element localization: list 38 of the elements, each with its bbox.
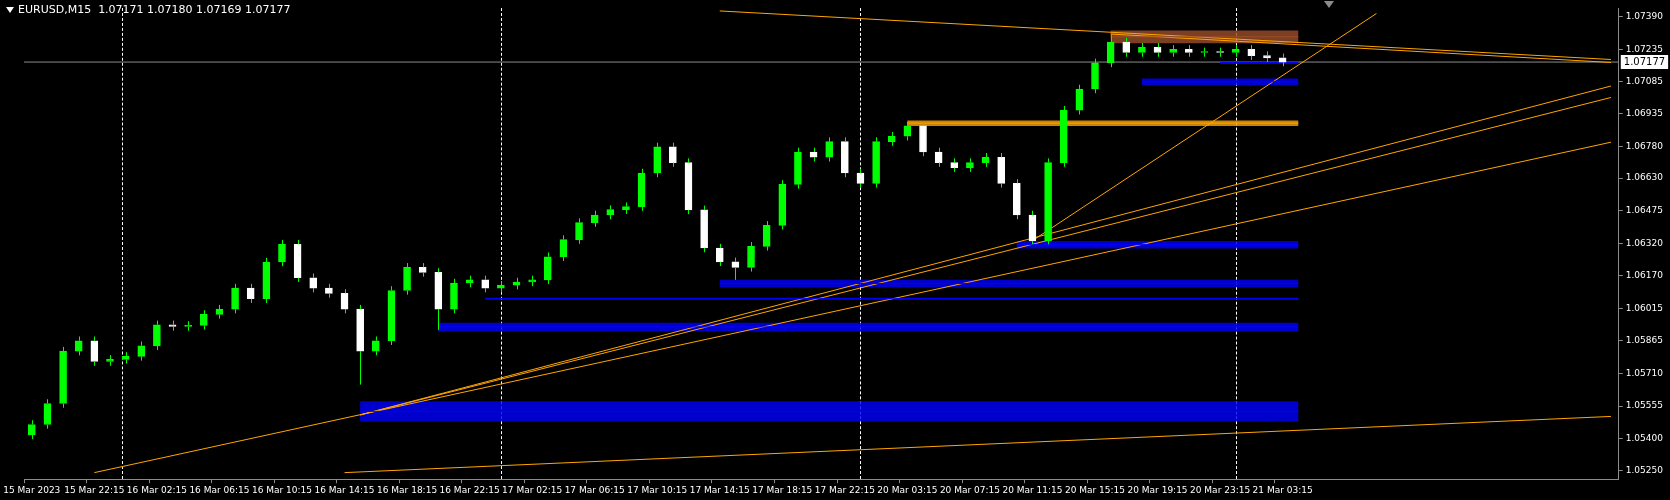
y-tick-label: 1.06780 <box>1625 140 1664 151</box>
x-tick-label: 17 Mar 18:15 <box>752 484 813 495</box>
y-tick-label: 1.07235 <box>1625 44 1663 55</box>
x-tick-label: 16 Mar 02:15 <box>126 484 187 495</box>
y-tick-label: 1.05865 <box>1625 334 1663 345</box>
x-tick-label: 20 Mar 15:15 <box>1064 484 1126 495</box>
ref-line-label: 1.07177 <box>1623 55 1666 67</box>
x-tick-label: 20 Mar 19:15 <box>1127 484 1188 495</box>
x-tick-label: 20 Mar 11:15 <box>1002 484 1063 495</box>
x-tick-label: 21 Mar 03:15 <box>1252 484 1313 495</box>
x-tick-label: 16 Mar 10:15 <box>251 484 313 495</box>
x-tick-label: 16 Mar 14:15 <box>314 484 375 495</box>
x-tick-label: 16 Mar 18:15 <box>377 484 438 495</box>
x-tick-label: 20 Mar 03:15 <box>877 484 938 495</box>
chart-title: EURUSD,M15 1.07171 1.07180 1.07169 1.07177 <box>18 3 291 16</box>
y-tick-label: 1.07390 <box>1625 11 1664 22</box>
x-tick-label: 17 Mar 10:15 <box>627 484 688 495</box>
y-tick-label: 1.06630 <box>1625 172 1664 183</box>
y-tick-label: 1.06475 <box>1625 205 1663 216</box>
y-tick-label: 1.05555 <box>1625 400 1663 411</box>
y-tick-label: 1.06015 <box>1625 302 1663 313</box>
x-tick-label: 20 Mar 07:15 <box>939 484 1000 495</box>
x-tick-label: 15 Mar 2023 <box>3 484 61 495</box>
x-tick-label: 17 Mar 06:15 <box>564 484 625 495</box>
x-tick-label: 15 Mar 22:15 <box>64 484 125 495</box>
y-tick-label: 1.06935 <box>1625 107 1663 118</box>
x-tick-label: 17 Mar 02:15 <box>502 484 563 495</box>
y-tick-label: 1.05400 <box>1625 433 1664 444</box>
y-tick-label: 1.05710 <box>1625 367 1664 378</box>
y-tick-label: 1.05250 <box>1625 465 1664 476</box>
y-tick-label: 1.06170 <box>1625 269 1664 280</box>
x-tick-label: 16 Mar 06:15 <box>189 484 250 495</box>
y-tick-label: 1.06320 <box>1625 238 1664 249</box>
x-tick-label: 20 Mar 23:15 <box>1190 484 1251 495</box>
x-tick-label: 17 Mar 14:15 <box>689 484 750 495</box>
x-tick-label: 16 Mar 22:15 <box>439 484 500 495</box>
x-tick-label: 17 Mar 22:15 <box>814 484 875 495</box>
y-tick-label: 1.07085 <box>1625 75 1663 86</box>
